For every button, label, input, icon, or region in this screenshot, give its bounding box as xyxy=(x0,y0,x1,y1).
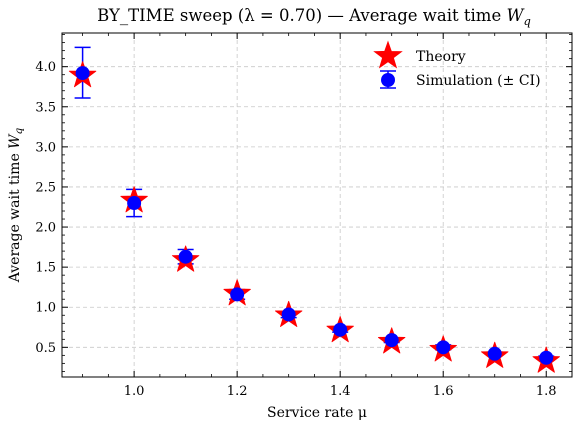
y-tick-label: 4.0 xyxy=(35,60,56,75)
errorbar-layer xyxy=(74,46,555,361)
theory-series xyxy=(68,61,560,373)
legend-simulation-marker xyxy=(380,70,396,89)
x-tick-label: 1.8 xyxy=(536,384,557,399)
grid-lines xyxy=(62,33,572,377)
y-tick-label: 2.5 xyxy=(35,180,56,195)
x-tick-label: 1.6 xyxy=(433,384,454,399)
simulation-point xyxy=(384,333,399,348)
simulation-point xyxy=(333,322,348,337)
legend-theory-label: Theory xyxy=(416,49,466,65)
x-tick-label: 1.0 xyxy=(124,384,145,399)
x-tick-label: 1.2 xyxy=(227,384,248,399)
simulation-point xyxy=(230,287,245,302)
simulation-point xyxy=(75,66,90,81)
plot-frame xyxy=(61,32,573,378)
y-tick-label: 0.5 xyxy=(35,341,56,356)
y-tick-label: 3.0 xyxy=(35,140,56,155)
simulation-series xyxy=(75,66,554,365)
legend-simulation-label: Simulation (± CI) xyxy=(416,73,541,89)
y-tick-label: 1.5 xyxy=(35,261,56,276)
y-tick-label: 1.0 xyxy=(35,301,56,316)
simulation-point xyxy=(487,346,502,361)
legend: Theory Simulation (± CI) xyxy=(373,40,541,89)
y-axis-label: Average wait time Wq xyxy=(7,127,25,283)
simulation-point xyxy=(281,307,296,322)
y-tick-label: 3.5 xyxy=(35,100,56,115)
x-tick-label: 1.4 xyxy=(330,384,351,399)
y-tick-label: 2.0 xyxy=(35,221,56,236)
x-axis-label: Service rate μ xyxy=(267,405,367,421)
simulation-point xyxy=(539,350,554,365)
simulation-point xyxy=(178,249,193,264)
chart-title: BY_TIME sweep (λ = 0.70) — Average wait … xyxy=(97,6,531,28)
simulation-point xyxy=(127,195,142,210)
simulation-point xyxy=(436,340,451,355)
legend-theory-marker xyxy=(373,40,403,69)
